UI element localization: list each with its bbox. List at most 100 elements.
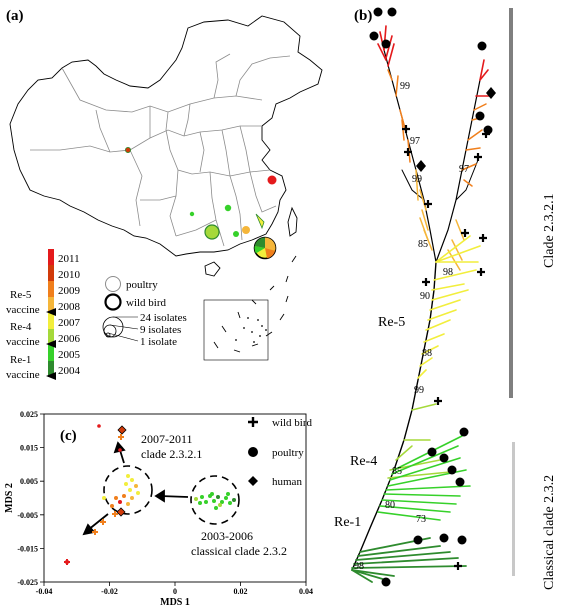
tip-poultry (427, 447, 437, 457)
re4-pointer (46, 340, 56, 348)
bootstrap-9: 99 (414, 385, 424, 396)
year-2005: 2005 (58, 349, 81, 361)
year-2006: 2006 (58, 333, 81, 345)
re5-vaccine-label: vaccine (6, 304, 40, 316)
bootstrap-7: 90 (420, 291, 430, 302)
mds-ytick: -0.025 (17, 578, 38, 587)
size-1-label: 1 isolate (140, 336, 177, 348)
mds-xtick: 0 (173, 587, 177, 596)
tip-poultry (455, 477, 465, 487)
panel-c-label: (c) (60, 428, 77, 444)
host-size-legend: poultry wild bird 24 isolates 9 isolates… (102, 276, 187, 348)
tip-human (486, 87, 496, 99)
mds-legend: wild bird poultry human (248, 417, 313, 488)
bootstrap-values: 99 97 99 97 85 98 90 88 99 85 73 80 98 (354, 81, 469, 572)
tip-poultry (459, 427, 469, 437)
year-color-legend: 2011 2010 2009 2008 2007 2006 2005 2004 … (6, 249, 81, 381)
map-point-small (189, 211, 195, 217)
wildbird-legend-circle (104, 293, 122, 311)
bootstrap-1: 99 (400, 81, 410, 92)
map-point-guangdong (233, 231, 239, 237)
mds-ytick: -0.005 (17, 511, 38, 520)
bootstrap-13: 98 (354, 561, 364, 572)
tip-poultry (373, 7, 383, 17)
clade-2321-bar (509, 8, 513, 398)
re5-pointer (46, 308, 56, 316)
bootstrap-3: 99 (412, 174, 422, 185)
mds-annot-lower-years: 2003-2006 (201, 529, 253, 543)
tree-re1-label: Re-1 (334, 515, 361, 530)
tip-poultry (413, 535, 423, 545)
bootstrap-12: 80 (385, 500, 395, 511)
mds-xtick: 0.04 (299, 587, 313, 596)
re4-vaccine-label: vaccine (6, 336, 40, 348)
map-point-fujian (255, 213, 265, 230)
year-2010: 2010 (58, 269, 81, 281)
tip-poultry (381, 39, 391, 49)
mds-xlabel: MDS 1 (160, 597, 190, 608)
mds-ytick: 0.015 (20, 444, 38, 453)
mds-ytick: 0.005 (20, 477, 38, 486)
re4-label: Re-4 (10, 321, 32, 333)
legend-wildbird: wild bird (272, 417, 313, 429)
bootstrap-5: 85 (418, 239, 428, 250)
island-dots (235, 317, 267, 343)
year-2009: 2009 (58, 285, 81, 297)
map-isolate-markers (125, 146, 277, 260)
classical-cluster-circle (190, 475, 240, 525)
bootstrap-6: 98 (443, 267, 453, 278)
mds-annot-upper-clade: clade 2.3.2.1 (141, 447, 202, 461)
mds-ytick: 0.025 (20, 410, 38, 419)
map-point-west (125, 146, 132, 153)
tip-poultry (387, 7, 397, 17)
south-china-sea-islands (203, 255, 297, 361)
map-pie-guangdong (253, 236, 277, 260)
china-map (9, 15, 323, 277)
classical-clade-bar (512, 442, 515, 576)
tip-poultry (439, 533, 449, 543)
mds-xtick: -0.04 (36, 587, 53, 596)
tip-wildbird-crosses (402, 125, 490, 570)
map-point-guangxi (204, 224, 220, 240)
year-2004: 2004 (58, 365, 81, 377)
bootstrap-11: 73 (416, 514, 426, 525)
size-24-label: 24 isolates (140, 312, 187, 324)
tip-poultry (457, 535, 467, 545)
year-2011: 2011 (58, 253, 80, 265)
year-2007: 2007 (58, 317, 81, 329)
poultry-legend-label: poultry (126, 279, 158, 291)
tip-human (416, 160, 426, 172)
year-2008: 2008 (58, 301, 81, 313)
bootstrap-10: 85 (392, 466, 402, 477)
vaccine-strain-labels: Re-5 Re-4 Re-1 (334, 315, 405, 530)
map-point-central (224, 204, 232, 212)
bootstrap-2: 97 (410, 136, 420, 147)
mds-xtick: 0.02 (234, 587, 248, 596)
phylogenetic-tree (351, 25, 491, 583)
clade-2321-label: Clade 2.3.2.1 (542, 193, 557, 268)
tip-poultry (369, 31, 379, 41)
panel-b-label: (b) (354, 8, 372, 24)
mds-plot: -0.04 -0.02 0 0.02 0.04 0.025 0.015 0.00… (4, 410, 313, 608)
legend-poultry: poultry (272, 447, 304, 459)
bootstrap-4: 97 (459, 164, 469, 175)
clade-2321-cluster-circle (103, 465, 153, 515)
mds-ytick: -0.015 (17, 544, 38, 553)
mds-annot-lower-clade: classical clade 2.3.2 (191, 544, 287, 558)
province-borders (30, 53, 291, 247)
legend-human: human (272, 476, 302, 488)
re1-label: Re-1 (10, 354, 31, 366)
re5-label: Re-5 (10, 289, 32, 301)
tip-poultry (475, 111, 485, 121)
re1-vaccine-label: vaccine (6, 369, 40, 381)
tip-poultry (447, 465, 457, 475)
mds-ylabel: MDS 2 (4, 483, 15, 513)
tip-poultry (477, 41, 487, 51)
map-point-small-2 (242, 226, 250, 234)
mds-annot-upper-years: 2007-2011 (141, 432, 193, 446)
tip-poultry (381, 577, 391, 587)
poultry-legend-circle (105, 276, 121, 292)
tree-tip-symbols (369, 7, 496, 587)
bootstrap-8: 88 (422, 348, 432, 359)
